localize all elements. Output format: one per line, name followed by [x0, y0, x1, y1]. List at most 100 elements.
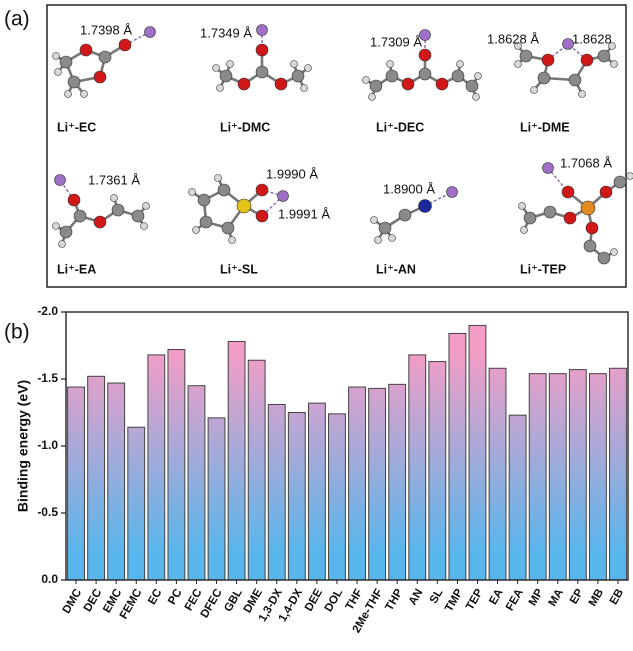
atom: [614, 176, 626, 188]
atom: [55, 175, 66, 186]
bar: [88, 376, 105, 580]
x-tick-label: TEP: [464, 587, 486, 613]
atom: [520, 50, 532, 62]
atom: [564, 212, 576, 224]
bond-distance: 1.8628: [572, 31, 612, 46]
atom: [538, 72, 550, 84]
atom: [132, 210, 144, 222]
molecule-name: Li⁺-DME: [520, 120, 570, 134]
atom: [229, 237, 236, 244]
atom: [436, 78, 448, 90]
atom: [94, 71, 106, 83]
x-tick-label: SL: [428, 587, 446, 606]
x-tick-label: MA: [547, 587, 566, 608]
atom: [278, 191, 289, 202]
atom: [59, 241, 66, 248]
molecule-name: Li⁺-TEP: [520, 262, 566, 276]
atom: [200, 216, 212, 228]
atom: [581, 201, 595, 215]
panel-label: (b): [4, 321, 30, 344]
x-tick-label: AN: [407, 587, 426, 607]
bar: [288, 413, 305, 581]
atom: [227, 61, 234, 68]
atom: [579, 91, 586, 98]
atom: [371, 217, 378, 224]
atom: [600, 186, 612, 198]
atom: [119, 39, 131, 51]
atom: [213, 65, 220, 72]
atom: [584, 240, 596, 252]
x-tick-label: MB: [587, 587, 606, 608]
x-tick-label: MP: [527, 587, 546, 608]
bond-distance: 1.7309 Å: [370, 34, 422, 49]
bar: [128, 427, 145, 580]
atom: [301, 85, 308, 92]
bar: [68, 387, 85, 580]
molecule-name: Li⁺-DEC: [376, 120, 424, 134]
atom: [238, 78, 250, 90]
atom: [544, 206, 556, 218]
bond-distance: 1.7349 Å: [200, 25, 252, 40]
x-tick-label: THP: [384, 587, 406, 613]
y-axis-title: Binding energy (eV): [15, 380, 31, 512]
atom: [111, 195, 118, 202]
bar: [549, 374, 566, 580]
atom: [598, 252, 610, 264]
atom: [60, 56, 72, 68]
atom: [275, 78, 287, 90]
atom: [60, 226, 72, 238]
y-tick-label: -1.5: [37, 371, 58, 385]
bond-distance: 1.9991 Å: [278, 206, 330, 221]
bond-distance: 1.7361 Å: [88, 172, 140, 187]
molecule-name: Li⁺-SL: [220, 262, 258, 276]
atom: [363, 77, 370, 84]
bar: [168, 350, 185, 580]
bar: [369, 388, 386, 580]
atom: [218, 184, 230, 196]
bar: [610, 368, 627, 580]
atom: [419, 68, 431, 80]
atom: [256, 210, 268, 222]
atom: [562, 186, 574, 198]
bar: [308, 403, 325, 580]
bond-distance: 1.7068 Å: [560, 155, 612, 170]
atom: [379, 222, 391, 234]
bond-distance: 1.7398 Å: [80, 22, 132, 37]
atom: [53, 53, 60, 60]
atom: [256, 44, 268, 56]
x-tick-label: DOL: [323, 587, 346, 614]
y-tick-label: -0.5: [37, 505, 58, 519]
molecule-name: Li⁺-DMC: [220, 120, 270, 134]
atom: [475, 73, 482, 80]
atom: [586, 222, 598, 234]
x-tick-label: DMC: [61, 587, 84, 616]
atom: [519, 203, 526, 210]
x-tick-label: TMP: [443, 587, 466, 614]
atom: [145, 27, 156, 38]
atom: [581, 54, 593, 66]
molecule-graphics: [53, 25, 633, 265]
atom: [141, 223, 148, 230]
bar: [509, 415, 526, 580]
atom: [256, 184, 268, 196]
atom: [237, 199, 251, 213]
atom: [112, 204, 124, 216]
bar: [188, 386, 205, 580]
atom: [217, 85, 224, 92]
atom: [386, 70, 398, 82]
x-tick-label: DEE: [303, 587, 325, 614]
atom: [402, 78, 414, 90]
bond-distance: 1.8900 Å: [383, 181, 435, 196]
y-tick-label: 0.0: [41, 572, 58, 586]
bar: [248, 360, 265, 580]
x-tick-label: EA: [487, 587, 505, 607]
atom: [369, 94, 376, 101]
bar: [449, 333, 466, 580]
atom: [466, 80, 478, 92]
x-tick-label: EP: [568, 587, 586, 607]
panel-frame: [47, 5, 626, 287]
bar: [349, 387, 366, 580]
atom: [292, 70, 304, 82]
